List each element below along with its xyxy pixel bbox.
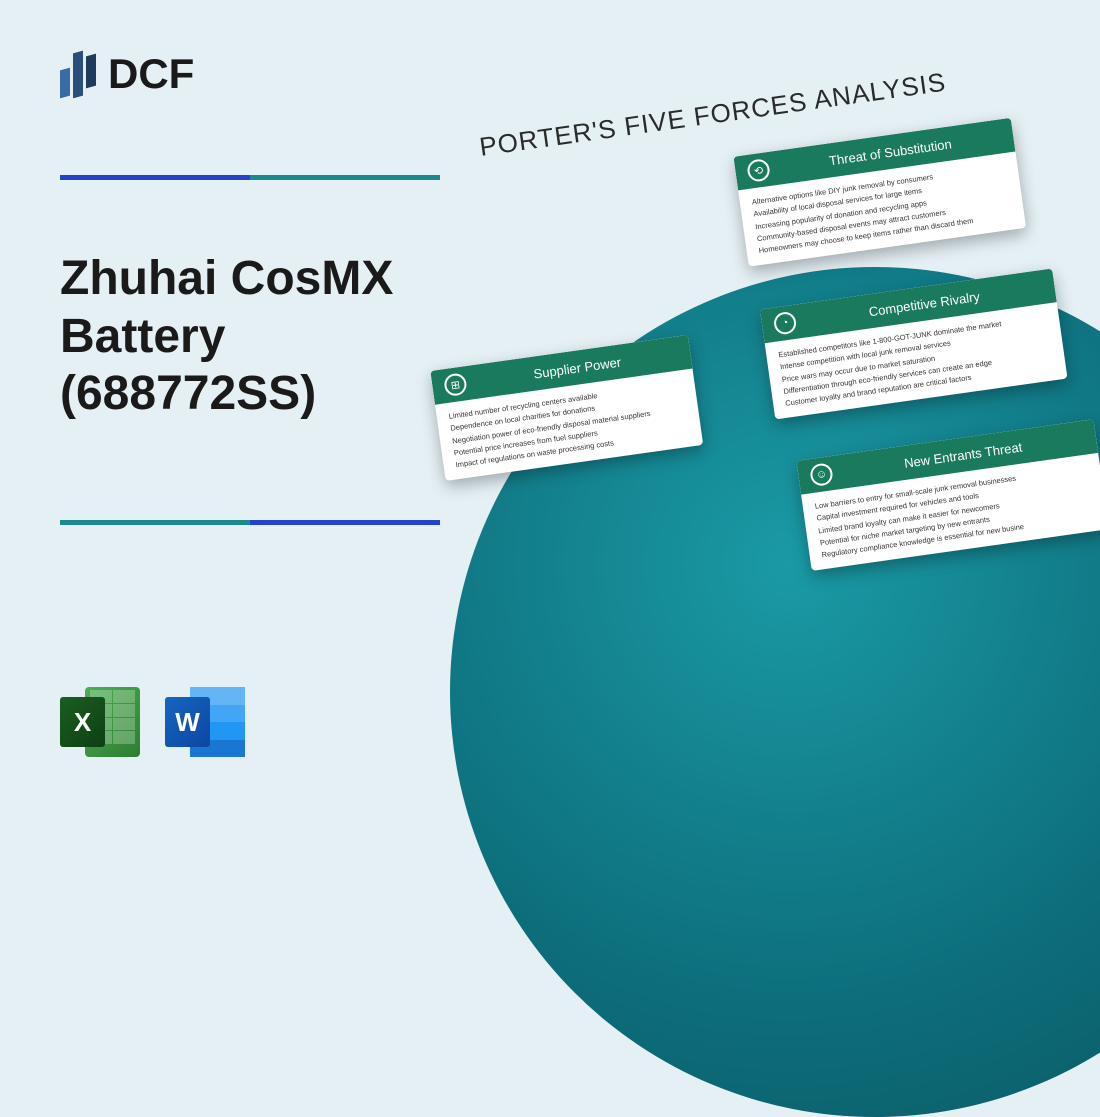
supplier-icon: ⊞	[443, 372, 468, 397]
page-title: Zhuhai CosMX Battery (688772SS)	[60, 250, 480, 423]
excel-icon[interactable]: X	[60, 682, 140, 762]
card-entrants: ☺ New Entrants Threat Low barriers to en…	[796, 419, 1100, 571]
divider-top	[60, 175, 440, 180]
logo: DCF	[60, 50, 194, 98]
word-icon[interactable]: W	[165, 682, 245, 762]
diagram-area: PORTER'S FIVE FORCES ANALYSIS ⟲ Threat o…	[458, 51, 1100, 778]
substitution-icon: ⟲	[746, 158, 771, 183]
card-substitution: ⟲ Threat of Substitution Alternative opt…	[733, 118, 1026, 267]
card-rivalry: ◔ Competitive Rivalry Established compet…	[760, 268, 1068, 419]
logo-bars-icon	[60, 52, 96, 97]
rivalry-icon: ◔	[773, 311, 798, 336]
main-container: DCF Zhuhai CosMX Battery (688772SS) X W	[0, 0, 1100, 817]
entrants-icon: ☺	[809, 462, 834, 487]
divider-bottom	[60, 520, 440, 525]
file-icons-row: X W	[60, 682, 245, 762]
logo-text: DCF	[108, 50, 194, 98]
word-letter: W	[165, 697, 210, 747]
excel-letter: X	[60, 697, 105, 747]
